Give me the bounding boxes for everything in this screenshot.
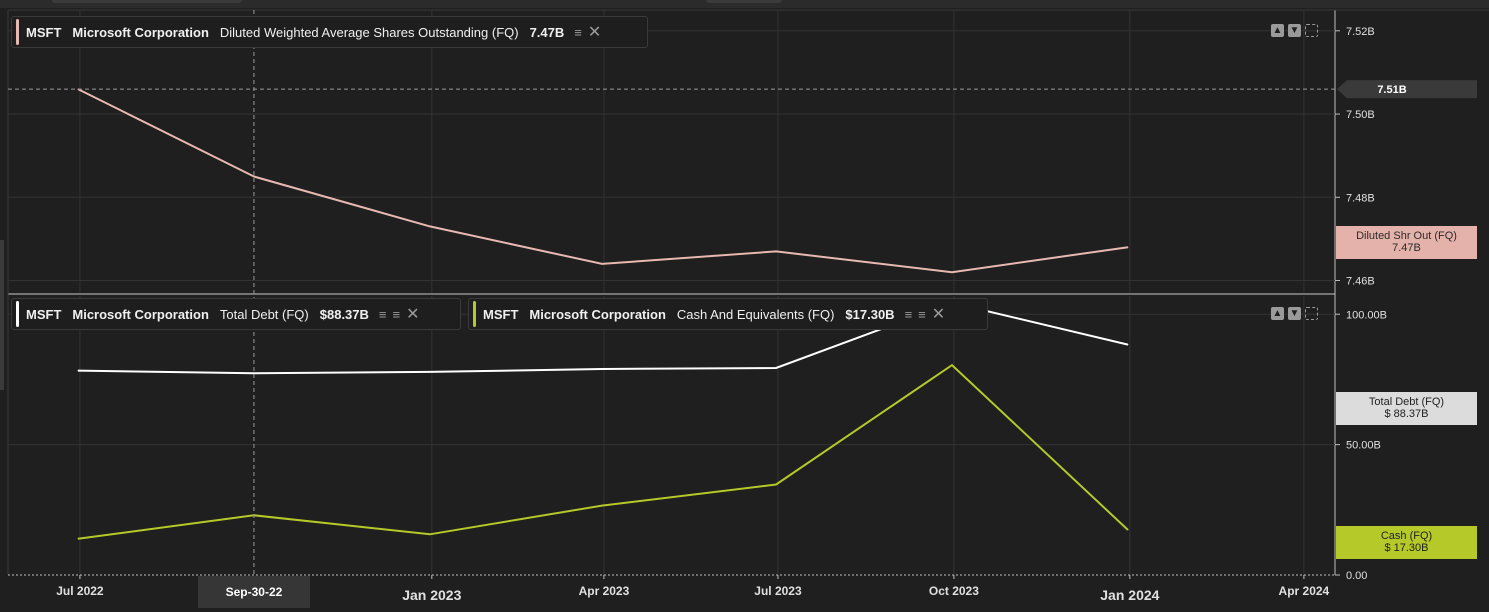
y-tick-label: 7.46B bbox=[1346, 276, 1375, 288]
x-tick-label: Oct 2023 bbox=[929, 584, 979, 598]
data-point bbox=[253, 372, 255, 374]
expand-icon[interactable] bbox=[1305, 307, 1318, 320]
data-point bbox=[1127, 344, 1129, 346]
toolbar-tab[interactable] bbox=[706, 0, 782, 3]
close-icon[interactable]: ✕ bbox=[406, 306, 420, 323]
y-tick-label: 50.00B bbox=[1346, 440, 1381, 452]
tag-value: 7.47B bbox=[1392, 242, 1421, 254]
y-tick-label: 7.48B bbox=[1346, 192, 1375, 204]
data-point bbox=[429, 533, 431, 535]
legend-shares[interactable]: MSFT Microsoft Corporation Diluted Weigh… bbox=[11, 16, 648, 48]
pane-debt-cash bbox=[8, 296, 1335, 575]
legend-total-debt[interactable]: MSFT Microsoft Corporation Total Debt (F… bbox=[11, 298, 461, 330]
legend-symbol: MSFT bbox=[483, 306, 519, 322]
legend-value: $88.37B bbox=[319, 306, 369, 322]
y-tick-label: 100.00B bbox=[1346, 309, 1387, 321]
stack-icon[interactable]: ≡ bbox=[904, 306, 913, 322]
x-tick-label: Apr 2024 bbox=[1279, 584, 1330, 598]
crosshair-x-label-bg bbox=[197, 576, 310, 608]
data-point bbox=[951, 271, 953, 273]
stack-icon[interactable]: ≡ bbox=[392, 306, 401, 322]
crosshair-y-label-bg bbox=[1337, 80, 1477, 99]
tag-value: $ 17.30B bbox=[1384, 542, 1429, 554]
data-point bbox=[77, 538, 79, 540]
legend-company: Microsoft Corporation bbox=[72, 306, 209, 322]
move-up-icon[interactable]: ▲ bbox=[1271, 307, 1284, 320]
data-point bbox=[601, 505, 603, 507]
legend-company: Microsoft Corporation bbox=[529, 306, 666, 322]
data-point bbox=[775, 250, 777, 252]
series-color-swatch bbox=[16, 19, 19, 45]
legend-cash[interactable]: MSFT Microsoft Corporation Cash And Equi… bbox=[468, 298, 988, 330]
x-tick-label: Jul 2023 bbox=[754, 584, 802, 598]
data-point bbox=[951, 364, 953, 366]
tag-label: Diluted Shr Out (FQ) bbox=[1356, 230, 1457, 242]
stack-icon[interactable]: ≡ bbox=[378, 306, 387, 322]
left-resize-handle[interactable] bbox=[0, 240, 4, 390]
data-point bbox=[601, 263, 603, 265]
x-tick-label: Jul 2022 bbox=[56, 584, 104, 598]
legend-symbol: MSFT bbox=[26, 24, 62, 40]
data-point bbox=[1127, 246, 1129, 248]
x-tick-label: Jan 2024 bbox=[1100, 587, 1159, 603]
legend-metric: Diluted Weighted Average Shares Outstand… bbox=[219, 24, 519, 40]
y-tick-label: 7.52B bbox=[1346, 26, 1375, 38]
toolbar-tab[interactable] bbox=[52, 0, 242, 3]
legend-metric: Cash And Equivalents (FQ) bbox=[676, 306, 835, 322]
series-color-swatch bbox=[16, 301, 19, 327]
move-down-icon[interactable]: ▼ bbox=[1288, 24, 1301, 37]
legend-symbol: MSFT bbox=[26, 306, 62, 322]
legend-company: Microsoft Corporation bbox=[72, 24, 209, 40]
y-tick-label: 0.00 bbox=[1346, 570, 1367, 582]
expand-icon[interactable] bbox=[1305, 24, 1318, 37]
crosshair-x-label: Sep-30-22 bbox=[226, 585, 283, 599]
price-tag-shares: Diluted Shr Out (FQ) 7.47B bbox=[1336, 226, 1477, 259]
pane-shares bbox=[8, 10, 1335, 293]
close-icon[interactable]: ✕ bbox=[931, 306, 946, 323]
data-point bbox=[775, 484, 777, 486]
legend-value: $17.30B bbox=[845, 306, 895, 322]
data-point bbox=[601, 368, 603, 370]
top-toolbar-strip bbox=[0, 0, 1489, 8]
price-tag-cash: Cash (FQ) $ 17.30B bbox=[1336, 526, 1477, 559]
tag-label: Total Debt (FQ) bbox=[1368, 396, 1445, 408]
move-down-icon[interactable]: ▼ bbox=[1288, 307, 1301, 320]
data-point bbox=[429, 371, 431, 373]
x-tick-label: Apr 2023 bbox=[579, 584, 630, 598]
legend-metric: Total Debt (FQ) bbox=[219, 306, 309, 322]
x-tick-label: Jan 2023 bbox=[402, 587, 461, 603]
tag-value: $ 88.37B bbox=[1384, 408, 1429, 420]
move-up-icon[interactable]: ▲ bbox=[1271, 24, 1284, 37]
close-icon[interactable]: ✕ bbox=[587, 24, 602, 41]
data-point bbox=[1127, 529, 1129, 531]
pane-controls-top: ▲ ▼ bbox=[1271, 24, 1318, 37]
stack-icon[interactable]: ≡ bbox=[574, 24, 582, 40]
series-color-swatch bbox=[473, 301, 476, 327]
pane-controls-bottom: ▲ ▼ bbox=[1271, 307, 1318, 320]
y-tick-label: 7.50B bbox=[1346, 109, 1375, 121]
price-tag-total-debt: Total Debt (FQ) $ 88.37B bbox=[1336, 392, 1477, 425]
legend-value: 7.47B bbox=[529, 24, 565, 40]
data-point bbox=[253, 175, 255, 177]
crosshair-y-label: 7.51B bbox=[1377, 84, 1406, 96]
data-point bbox=[429, 225, 431, 227]
data-point bbox=[77, 370, 79, 372]
stack-icon[interactable]: ≡ bbox=[918, 306, 926, 322]
tag-label: Cash (FQ) bbox=[1380, 530, 1433, 542]
data-point bbox=[775, 367, 777, 369]
